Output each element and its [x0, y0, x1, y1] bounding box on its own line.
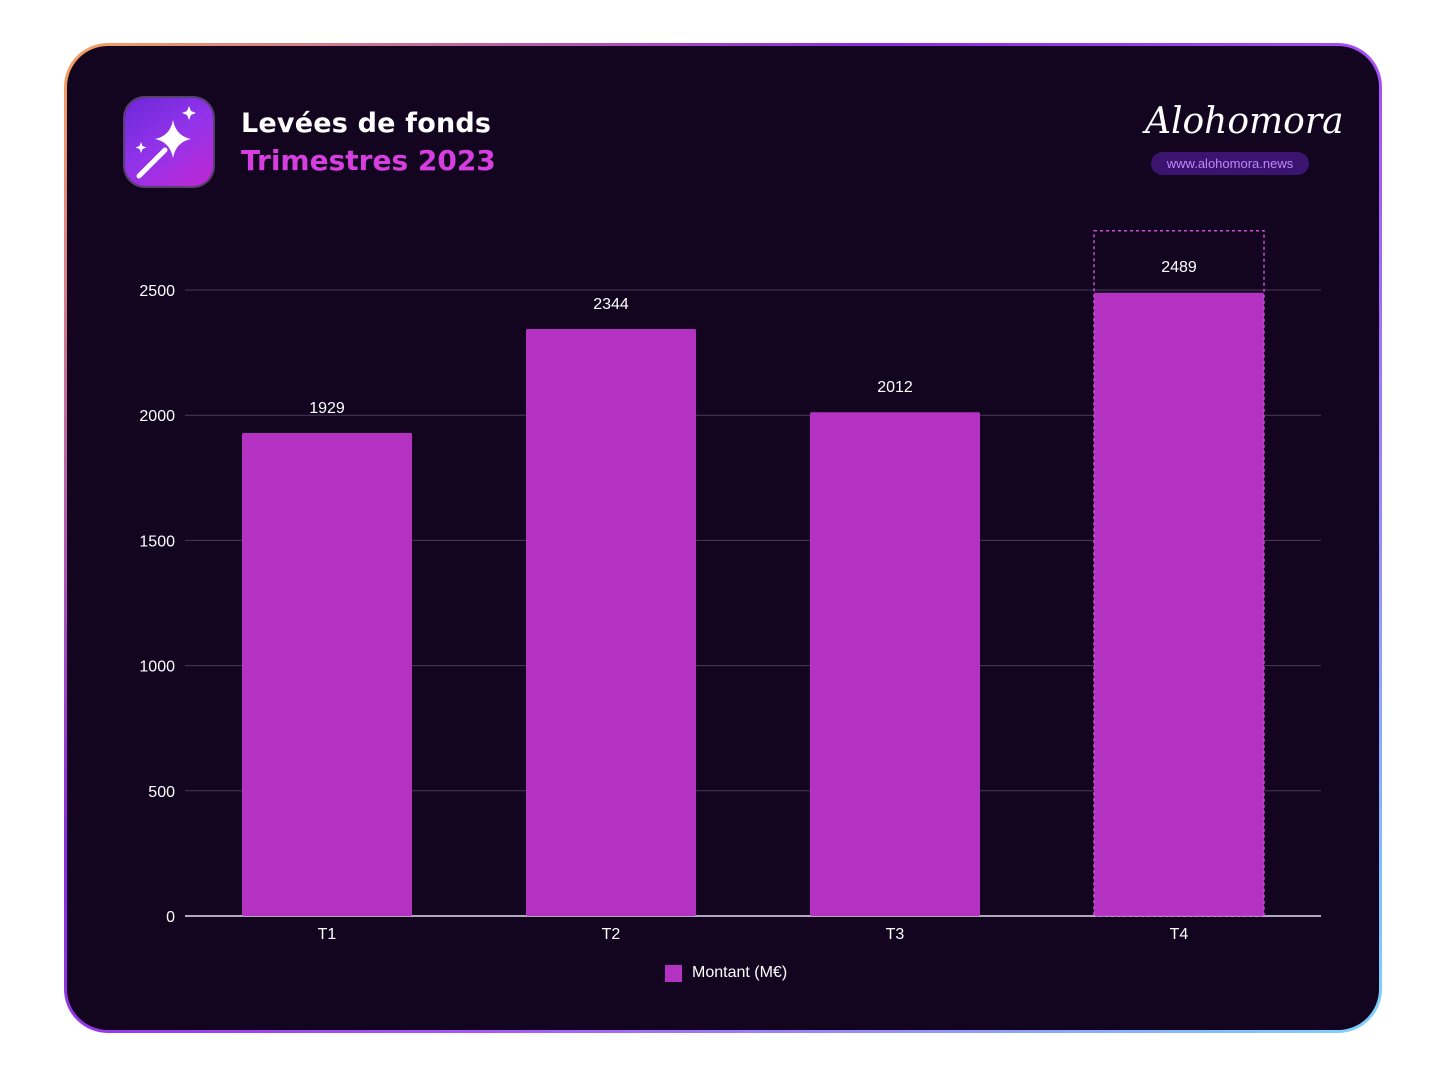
brand-url[interactable]: www.alohomora.news [1150, 152, 1310, 175]
y-tick-label: 2000 [139, 408, 175, 425]
data-label: 2344 [593, 296, 629, 313]
y-tick-labels: 0 500 1000 1500 2000 2500 [139, 283, 175, 926]
data-label: 1929 [309, 400, 345, 417]
bar-chart: 0 500 1000 1500 2000 2500 1929 2344 2012 2489 T1… [139, 230, 1321, 943]
y-tick-label: 1000 [139, 659, 175, 676]
bar[interactable] [526, 329, 696, 917]
brand: Alohomora www.alohomora.news [1145, 101, 1344, 175]
x-tick-label: T1 [318, 926, 337, 943]
x-tick-label: T2 [602, 926, 621, 943]
x-tick-labels: T1 T2 T3 T4 [318, 926, 1189, 943]
magic-wand-icon [125, 98, 213, 186]
bar[interactable] [242, 432, 412, 916]
data-label: 2012 [877, 379, 913, 396]
x-tick-label: T4 [1170, 926, 1189, 943]
chart-panel: Levées de fonds Trimestres 2023 Alohomor… [67, 46, 1379, 1030]
bar[interactable] [1094, 292, 1264, 916]
y-tick-label: 500 [148, 784, 175, 801]
brand-logo: Alohomora [1145, 101, 1344, 142]
bars [242, 230, 1265, 917]
x-tick-label: T3 [886, 926, 905, 943]
data-label: 2489 [1161, 259, 1197, 276]
legend-label: Montant (M€) [692, 964, 788, 981]
data-labels: 1929 2344 2012 2489 [309, 259, 1197, 417]
y-tick-label: 1500 [139, 533, 175, 550]
bar[interactable] [810, 412, 980, 916]
card-frame: Levées de fonds Trimestres 2023 Alohomor… [64, 43, 1382, 1033]
highlight-outline [1093, 230, 1265, 917]
y-tick-label: 2500 [139, 283, 175, 300]
legend: Montant (M€) [665, 964, 787, 982]
legend-swatch [665, 964, 682, 982]
page-subtitle: Trimestres 2023 [241, 144, 496, 177]
page-title: Levées de fonds [241, 108, 492, 139]
y-tick-label: 0 [166, 909, 175, 926]
